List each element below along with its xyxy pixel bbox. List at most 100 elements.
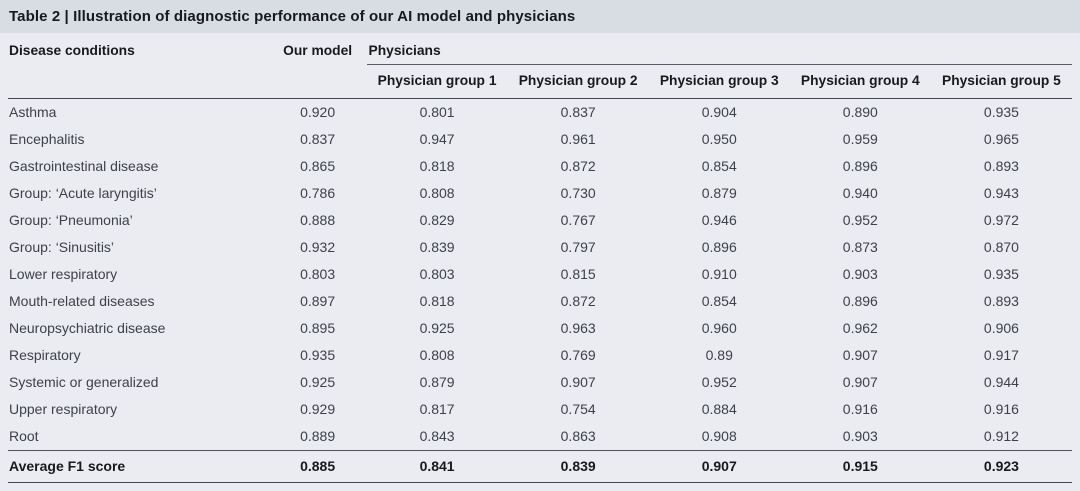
- score-cell: 0.801: [419, 104, 455, 120]
- score-cell: 0.961: [560, 131, 596, 147]
- score-cell: 0.935: [983, 104, 1019, 120]
- score-cell: 0.896: [842, 293, 878, 309]
- column-header-physician-group-3: Physician group 3: [648, 64, 790, 99]
- score-cell: 0.906: [983, 320, 1019, 336]
- table-row: Group: ‘Pneumonia’ 0.888 0.829 0.767 0.946 0.…: [8, 207, 1072, 234]
- score-cell: 0.903: [842, 428, 878, 444]
- score-cell: 0.837: [560, 104, 596, 120]
- score-cell: 0.854: [701, 158, 737, 174]
- score-cell: 0.925: [419, 320, 455, 336]
- score-cell: 0.803: [300, 266, 336, 282]
- table-body: Asthma 0.920 0.801 0.837 0.904 0.890 0.935 Ence…: [8, 99, 1072, 483]
- row-label: Mouth-related diseases: [9, 293, 155, 309]
- score-cell: 0.896: [701, 239, 737, 255]
- table-container: Disease conditions Our model Physicians …: [0, 33, 1080, 483]
- score-cell: 0.896: [842, 158, 878, 174]
- column-header-disease-conditions: Disease conditions: [8, 33, 269, 99]
- score-cell: 0.767: [560, 212, 596, 228]
- score-cell: 0.829: [419, 212, 455, 228]
- score-cell: 0.839: [419, 239, 455, 255]
- score-cell: 0.959: [842, 131, 878, 147]
- score-cell: 0.935: [983, 266, 1019, 282]
- score-cell: 0.935: [300, 347, 336, 363]
- summary-row-label: Average F1 score: [8, 450, 269, 483]
- score-cell: 0.920: [300, 104, 336, 120]
- score-cell: 0.841: [366, 450, 508, 483]
- column-group-header-physicians: Physicians: [366, 33, 1072, 65]
- score-cell: 0.925: [300, 374, 336, 390]
- row-label: Lower respiratory: [9, 266, 118, 282]
- row-label: Gastrointestinal disease: [9, 158, 159, 174]
- score-cell: 0.904: [701, 104, 737, 120]
- row-label: Group: ‘Pneumonia’: [9, 212, 133, 228]
- score-cell: 0.923: [930, 450, 1072, 483]
- header-row-top: Disease conditions Our model Physicians: [8, 33, 1072, 99]
- table-row: Neuropsychiatric disease 0.895 0.925 0.963 0…: [8, 315, 1072, 342]
- score-cell: 0.865: [300, 158, 336, 174]
- score-cell: 0.879: [701, 185, 737, 201]
- score-cell: 0.952: [701, 374, 737, 390]
- score-cell: 0.884: [701, 401, 737, 417]
- table-row: Upper respiratory 0.929 0.817 0.754 0.884 0.9…: [8, 396, 1072, 423]
- table-row: Gastrointestinal disease 0.865 0.818 0.872 0…: [8, 153, 1072, 180]
- column-header-physician-group-1: Physician group 1: [366, 64, 508, 99]
- score-cell: 0.917: [983, 347, 1019, 363]
- column-header-our-model: Our model: [268, 33, 367, 99]
- score-cell: 0.963: [560, 320, 596, 336]
- score-cell: 0.897: [300, 293, 336, 309]
- table-title: Table 2 | Illustration of diagnostic per…: [9, 8, 576, 25]
- score-cell: 0.907: [842, 374, 878, 390]
- row-label: Root: [9, 428, 39, 444]
- score-cell: 0.907: [560, 374, 596, 390]
- score-cell: 0.916: [842, 401, 878, 417]
- score-cell: 0.879: [419, 374, 455, 390]
- table-row: Group: ‘Sinusitis’ 0.932 0.839 0.797 0.896 0.…: [8, 234, 1072, 261]
- score-cell: 0.912: [983, 428, 1019, 444]
- score-cell: 0.903: [842, 266, 878, 282]
- table-header: Disease conditions Our model Physicians …: [8, 33, 1072, 99]
- row-label: Neuropsychiatric disease: [9, 320, 166, 336]
- row-label: Respiratory: [9, 347, 81, 363]
- table-row: Encephalitis 0.837 0.947 0.961 0.950 0.959 0.9…: [8, 126, 1072, 153]
- table-row: Lower respiratory 0.803 0.803 0.815 0.910 0.9…: [8, 261, 1072, 288]
- score-cell: 0.808: [419, 347, 455, 363]
- score-cell: 0.803: [419, 266, 455, 282]
- score-cell: 0.907: [842, 347, 878, 363]
- score-cell: 0.769: [560, 347, 596, 363]
- score-cell: 0.872: [560, 293, 596, 309]
- score-cell: 0.797: [560, 239, 596, 255]
- score-cell: 0.960: [701, 320, 737, 336]
- score-cell: 0.818: [419, 158, 455, 174]
- score-cell: 0.889: [300, 428, 336, 444]
- score-cell: 0.965: [983, 131, 1019, 147]
- score-cell: 0.888: [300, 212, 336, 228]
- table-title-strip: Table 2 | Illustration of diagnostic per…: [0, 0, 1080, 33]
- score-cell: 0.910: [701, 266, 737, 282]
- score-cell: 0.962: [842, 320, 878, 336]
- table-row: Asthma 0.920 0.801 0.837 0.904 0.890 0.935: [8, 99, 1072, 127]
- column-header-physician-group-5: Physician group 5: [930, 64, 1072, 99]
- score-cell: 0.754: [560, 401, 596, 417]
- column-header-physician-group-2: Physician group 2: [507, 64, 649, 99]
- score-cell: 0.907: [648, 450, 790, 483]
- table-row: Root 0.889 0.843 0.863 0.908 0.903 0.912: [8, 423, 1072, 451]
- column-header-physician-group-4: Physician group 4: [789, 64, 931, 99]
- score-cell: 0.730: [560, 185, 596, 201]
- score-cell: 0.895: [300, 320, 336, 336]
- score-cell: 0.908: [701, 428, 737, 444]
- results-table: Disease conditions Our model Physicians …: [8, 33, 1072, 483]
- summary-row: Average F1 score 0.885 0.841 0.839 0.907 0.91…: [8, 450, 1072, 483]
- score-cell: 0.890: [842, 104, 878, 120]
- score-cell: 0.893: [983, 158, 1019, 174]
- score-cell: 0.944: [983, 374, 1019, 390]
- score-cell: 0.943: [983, 185, 1019, 201]
- score-cell: 0.929: [300, 401, 336, 417]
- row-label: Asthma: [9, 104, 57, 120]
- row-label: Encephalitis: [9, 131, 85, 147]
- score-cell: 0.843: [419, 428, 455, 444]
- header-row-sub: Physician group 1 Physician group 2 Phys…: [8, 64, 1072, 99]
- row-label: Upper respiratory: [9, 401, 118, 417]
- score-cell: 0.972: [983, 212, 1019, 228]
- score-cell: 0.940: [842, 185, 878, 201]
